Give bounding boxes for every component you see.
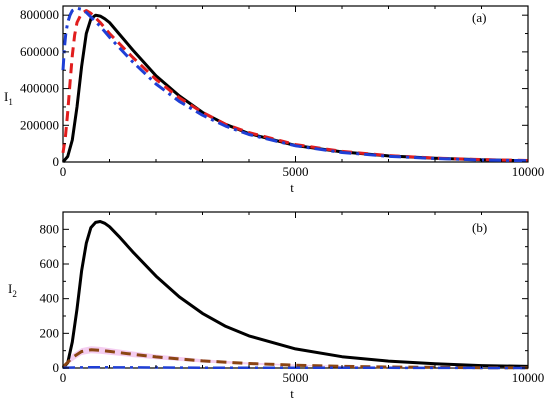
chart-panel-b: 0 5000 10000 0 200 400 600 800 (b) t I2 <box>8 211 545 401</box>
series-line-b-1 <box>61 348 529 370</box>
y-tick-label: 0 <box>53 154 60 169</box>
series-lines-b <box>61 220 529 370</box>
plot-frame-a <box>62 5 529 163</box>
x-tick-label: 5000 <box>283 164 309 179</box>
x-tick-label: 10000 <box>512 164 545 179</box>
y-tick-label: 400 <box>40 291 60 306</box>
y-tick-label: 800 <box>40 221 60 236</box>
y-tick-label: 800000 <box>20 7 59 22</box>
series-line-a-2 <box>61 6 529 163</box>
x-tick-label: 5000 <box>283 370 309 385</box>
x-tick-label: 0 <box>60 164 67 179</box>
panel-label-a: (a) <box>472 10 486 25</box>
series-line-b-2 <box>62 366 529 370</box>
tick-labels-b: 0 5000 10000 0 200 400 600 800 <box>40 221 545 385</box>
y-tick-label: 0 <box>53 360 60 375</box>
x-axis-label-b: t <box>290 386 294 401</box>
y-axis-label-b: I2 <box>8 281 17 299</box>
y-axis-label-b-sub: 2 <box>12 289 17 299</box>
y-axis-label-a-main: I <box>4 89 8 104</box>
x-axis-label-a: t <box>290 180 294 195</box>
series-line-a-1 <box>61 9 529 162</box>
y-tick-label: 200000 <box>20 117 59 132</box>
y-tick-label: 400000 <box>20 81 59 96</box>
axis-ticks-b <box>62 211 529 369</box>
x-tick-label: 0 <box>60 370 67 385</box>
y-tick-label: 600000 <box>20 44 59 59</box>
axis-ticks-a <box>62 6 529 163</box>
y-axis-label-a: I1 <box>4 89 13 107</box>
y-axis-label-a-sub: 1 <box>8 97 13 107</box>
series-line-b-0 <box>61 220 529 370</box>
series-line-a-0 <box>61 13 529 163</box>
plot-frame-b <box>62 211 529 369</box>
series-lines-a <box>61 6 529 163</box>
panel-label-b: (b) <box>472 220 487 235</box>
y-tick-label: 200 <box>40 325 60 340</box>
y-tick-label: 600 <box>40 256 60 271</box>
y-axis-label-b-main: I <box>8 281 12 296</box>
x-tick-label: 10000 <box>512 370 545 385</box>
tick-labels-a: 0 5000 10000 0 200000 400000 600000 800000 <box>20 7 544 179</box>
